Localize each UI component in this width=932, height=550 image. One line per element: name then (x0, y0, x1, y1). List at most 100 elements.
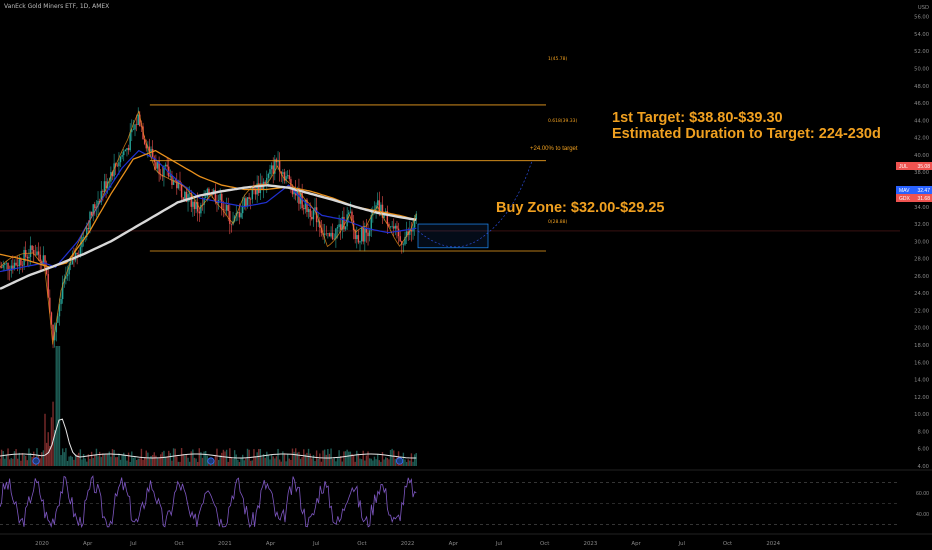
volume-bar (201, 457, 204, 466)
volume-bar (299, 458, 302, 466)
candle-body (394, 225, 397, 229)
volume-bar (240, 457, 242, 466)
volume-bar (135, 459, 138, 466)
candle-body (61, 282, 64, 300)
candle-body (0, 267, 1, 268)
volume-bar (150, 455, 152, 466)
candle-body (52, 324, 54, 341)
volume-bar (168, 450, 170, 466)
candle-body (225, 205, 228, 211)
candle-body (376, 200, 379, 206)
volume-bar (404, 459, 406, 466)
volume-bar (180, 448, 183, 466)
volume-bar (123, 452, 125, 466)
volume-bar (357, 453, 360, 466)
candle-body (241, 206, 244, 214)
volume-bar (380, 461, 382, 466)
volume-bar (126, 460, 128, 466)
candle-body (151, 149, 154, 158)
candle-body (415, 213, 417, 220)
volume-bar (217, 459, 220, 466)
volume-bar (243, 460, 245, 466)
volume-bar (119, 459, 122, 466)
candle-body (193, 201, 196, 210)
candle-body (28, 256, 30, 259)
candle-body (335, 228, 337, 239)
volume-bar (219, 455, 221, 466)
candle-body (243, 198, 245, 207)
volume-bar (235, 454, 237, 466)
volume-bar (42, 450, 45, 466)
candle-body (18, 259, 20, 267)
candle-body (105, 181, 107, 189)
volume-bar (262, 454, 265, 466)
projection-path (417, 160, 533, 248)
volume-bar (132, 457, 135, 466)
candle-body (286, 175, 289, 177)
target-annotation: 1st Target: $38.80-$39.30 Estimated Dura… (612, 110, 881, 142)
volume-bar (110, 456, 112, 466)
volume-bar (20, 460, 22, 466)
buy-zone-box (417, 223, 489, 249)
candle-body (82, 237, 85, 238)
volume-bar (118, 453, 120, 466)
candle-body (111, 171, 114, 177)
candle-body (259, 183, 262, 194)
candle-body (386, 211, 389, 224)
volume-bar (415, 453, 417, 466)
candle-body (0, 267, 3, 268)
price-label-name: GDX (899, 196, 911, 202)
candle-body (100, 191, 102, 203)
volume-bar (94, 455, 96, 466)
volume-bar (108, 451, 110, 466)
volume-bar (285, 461, 287, 466)
volume-bar (296, 452, 299, 466)
volume-bar (261, 457, 263, 466)
candle-body (121, 155, 123, 157)
candle-body (203, 197, 205, 205)
candle-body (338, 224, 340, 227)
volume-bar (103, 453, 106, 466)
volume-bar (409, 460, 411, 466)
candle-body (129, 132, 131, 151)
volume-bar (0, 458, 1, 466)
y-tick-label: 8.00 (917, 429, 929, 435)
rsi-pane: 40.00 60.00 (0, 469, 932, 529)
volume-bar (241, 454, 244, 466)
y-tick-label: 38.00 (914, 170, 929, 176)
y-tick-label: 44.00 (914, 118, 929, 124)
y-tick-label: 32.00 (914, 222, 929, 228)
candle-body (124, 149, 127, 152)
candle-body (357, 235, 360, 243)
volume-bar (70, 455, 72, 466)
fib-1-label: 1(45.78) (548, 57, 568, 62)
candle-body (205, 196, 207, 198)
volume-bar (205, 450, 207, 466)
volume-bar (2, 451, 4, 466)
candle-body (148, 146, 151, 152)
volume-bar (25, 455, 27, 466)
y-tick-label: 40.00 (914, 153, 929, 159)
candle-body (285, 176, 287, 181)
candle-body (348, 212, 350, 215)
price-label-badge (896, 194, 932, 202)
volume-bar (124, 455, 127, 466)
candle-body (254, 189, 257, 195)
volume-bar (192, 449, 194, 466)
candle-body (399, 236, 401, 242)
candle-body (325, 233, 327, 235)
volume-bar (169, 453, 172, 466)
candle-body (393, 226, 395, 229)
candle-body (288, 175, 290, 180)
volume-bar (105, 453, 107, 466)
volume-bar (250, 460, 252, 466)
volume-bar (98, 451, 101, 466)
volume-bar (127, 452, 130, 466)
volume-bar (304, 454, 307, 466)
volume-bar (290, 460, 292, 466)
candle-body (15, 262, 17, 266)
volume-bar (256, 452, 258, 466)
candle-body (336, 226, 339, 229)
candle-body (29, 245, 32, 257)
x-tick-label: Oct (540, 541, 549, 547)
